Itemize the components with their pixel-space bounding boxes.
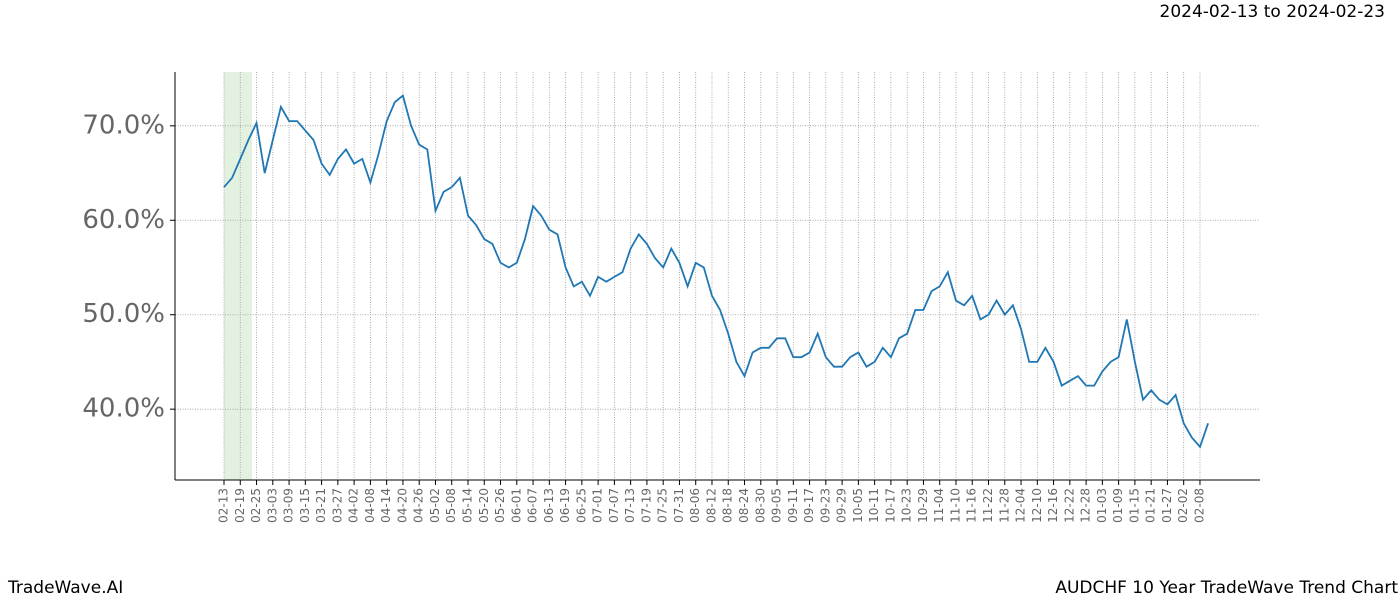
- x-tick-label: 08-30: [753, 488, 767, 523]
- x-tick-label: 08-18: [721, 488, 735, 523]
- x-tick-label: 11-28: [997, 488, 1011, 523]
- x-tick-label: 10-29: [916, 488, 930, 523]
- x-tick-label: 01-09: [1111, 488, 1125, 523]
- x-tick-label: 07-25: [656, 488, 670, 523]
- x-tick-label: 03-27: [330, 488, 344, 523]
- grid: [175, 72, 1260, 480]
- x-tick-label: 06-19: [558, 488, 572, 523]
- x-tick-label: 05-14: [460, 488, 474, 523]
- x-tick-label: 05-02: [428, 488, 442, 523]
- x-tick-label: 10-23: [900, 488, 914, 523]
- x-tick-label: 06-07: [526, 488, 540, 523]
- x-tick-label: 02-25: [249, 488, 263, 523]
- x-tick-label: 07-31: [672, 488, 686, 523]
- x-tick-label: 12-28: [1079, 488, 1093, 523]
- x-tick-label: 06-01: [509, 488, 523, 523]
- x-tick-label: 06-13: [542, 488, 556, 523]
- x-tick-label: 08-24: [737, 488, 751, 523]
- y-tick-label: 40.0%: [82, 394, 165, 424]
- x-tick-label: 08-12: [704, 488, 718, 523]
- x-tick-label: 02-19: [233, 488, 247, 523]
- x-tick-label: 05-08: [444, 488, 458, 523]
- x-tick-label: 05-20: [477, 488, 491, 523]
- subtitle: 2024-02-13 to 2024-02-23: [1160, 2, 1385, 22]
- footer-right: AUDCHF 10 Year TradeWave Trend Chart: [1055, 578, 1398, 598]
- x-tick-label: 04-02: [347, 488, 361, 523]
- x-tick-label: 07-01: [591, 488, 605, 523]
- x-tick-label: 09-17: [802, 488, 816, 523]
- x-tick-label: 05-26: [493, 488, 507, 523]
- x-tick-label: 04-20: [395, 488, 409, 523]
- x-tick-label: 10-17: [883, 488, 897, 523]
- x-tick-label: 04-26: [412, 488, 426, 523]
- x-tick-label: 01-15: [1127, 488, 1141, 523]
- footer-left: TradeWave.AI: [7, 578, 123, 598]
- x-tick-label: 07-13: [623, 488, 637, 523]
- x-tick-label: 02-13: [217, 488, 231, 523]
- x-tick-label: 04-08: [363, 488, 377, 523]
- x-tick-label: 07-19: [639, 488, 653, 523]
- y-tick-label: 60.0%: [82, 205, 165, 235]
- x-tick-label: 12-16: [1046, 488, 1060, 523]
- x-tick-label: 07-07: [607, 488, 621, 523]
- x-tick-label: 01-27: [1160, 488, 1174, 523]
- x-tick-label: 12-04: [1014, 488, 1028, 523]
- series-line: [223, 94, 1209, 449]
- x-tick-label: 09-29: [835, 488, 849, 523]
- x-tick-label: 03-15: [298, 488, 312, 523]
- x-tick-label: 03-09: [282, 488, 296, 523]
- x-tick-label: 09-05: [770, 488, 784, 523]
- x-tick-label: 11-10: [948, 488, 962, 523]
- x-tick-label: 09-23: [818, 488, 832, 523]
- x-tick-label: 11-16: [965, 488, 979, 523]
- y-tick-label: 70.0%: [82, 110, 165, 140]
- x-tick-label: 02-02: [1176, 488, 1190, 523]
- x-tick-label: 04-14: [379, 488, 393, 523]
- x-tick-label: 08-06: [688, 488, 702, 523]
- x-tick-label: 10-05: [851, 488, 865, 523]
- x-tick-label: 02-08: [1192, 488, 1206, 523]
- x-tick-label: 10-11: [867, 488, 881, 523]
- highlight-span: [224, 72, 252, 480]
- x-tick-label: 06-25: [574, 488, 588, 523]
- x-tick-label: 11-22: [981, 488, 995, 523]
- plot: [223, 94, 1209, 449]
- x-tick-label: 01-03: [1095, 488, 1109, 523]
- x-tick-label: 03-03: [265, 488, 279, 523]
- x-tick-label: 12-22: [1062, 488, 1076, 523]
- x-tick-label: 12-10: [1030, 488, 1044, 523]
- x-tick-label: 01-21: [1144, 488, 1158, 523]
- x-tick-label: 03-21: [314, 488, 328, 523]
- x-tick-label: 09-11: [786, 488, 800, 523]
- x-tick-label: 11-04: [932, 488, 946, 523]
- y-tick-label: 50.0%: [82, 299, 165, 329]
